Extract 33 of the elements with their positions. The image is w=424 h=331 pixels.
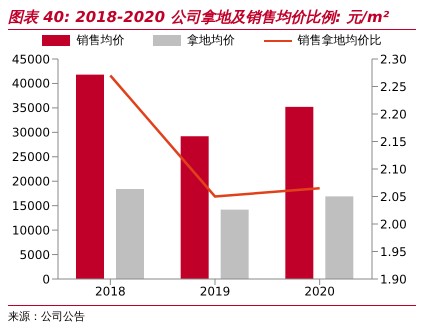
x-tick-label: 2019 [200, 284, 230, 299]
y-tick-label: 20000 [12, 174, 50, 188]
source-note: 来源：公司公告 [8, 305, 416, 324]
y-tick-label: 30000 [12, 126, 50, 140]
bar [76, 74, 104, 279]
y-tick-label: 0 [42, 272, 50, 286]
y2-tick-label: 2.10 [380, 162, 407, 176]
y2-tick-label: 2.00 [380, 217, 407, 232]
bar [116, 189, 144, 279]
y2-tick-label: 1.95 [380, 244, 407, 259]
bar [285, 106, 314, 279]
y-tick-label: 15000 [12, 198, 50, 213]
y-tick-label: 10000 [12, 223, 50, 238]
legend-label: 销售均价 [75, 32, 124, 49]
bar [325, 196, 354, 279]
y2-tick-label: 2.30 [380, 52, 407, 66]
y2-tick-label: 2.25 [380, 80, 407, 94]
y-tick-label: 35000 [12, 101, 50, 116]
y-tick-label: 5000 [19, 248, 50, 262]
legend-label: 销售拿地均价比 [296, 32, 382, 49]
y2-tick-label: 2.05 [380, 190, 407, 204]
y2-tick-label: 1.90 [380, 272, 407, 286]
y2-tick-label: 2.15 [380, 134, 407, 149]
y-tick-label: 40000 [12, 76, 50, 91]
x-tick-label: 2020 [304, 284, 335, 299]
legend-label: 拿地均价 [186, 32, 235, 49]
y2-tick-label: 2.20 [380, 107, 407, 122]
chart-title: 图表 40: 2018-2020 公司拿地及销售均价比例: 元/m² [8, 8, 416, 30]
x-tick-label: 2018 [95, 284, 126, 299]
bar [180, 136, 209, 279]
bar [220, 210, 249, 279]
y-tick-label: 25000 [12, 150, 50, 164]
y-tick-label: 45000 [12, 52, 50, 66]
